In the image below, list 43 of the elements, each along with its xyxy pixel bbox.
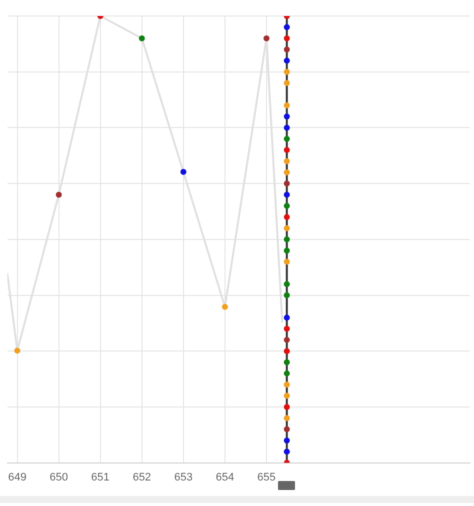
- point: [284, 370, 290, 376]
- point: [284, 169, 290, 176]
- point: [284, 392, 290, 399]
- point: [138, 35, 145, 42]
- x-tick-label: 652: [132, 471, 152, 484]
- x-tick-label: 655: [257, 471, 276, 484]
- point: [284, 114, 290, 120]
- point: [284, 326, 290, 332]
- point: [284, 80, 290, 86]
- point: [284, 225, 290, 232]
- point: [284, 404, 290, 410]
- point: [284, 359, 290, 366]
- point: [284, 314, 290, 321]
- point: [284, 35, 290, 42]
- point: [284, 202, 290, 209]
- point: [284, 281, 290, 288]
- point: [180, 168, 186, 175]
- point: [284, 24, 290, 30]
- point: [284, 214, 290, 220]
- x-tick-label: 650: [50, 471, 68, 484]
- point: [284, 236, 290, 242]
- point: [284, 147, 290, 154]
- x-tick-label: 654: [216, 471, 234, 484]
- point: [263, 35, 270, 42]
- point: [284, 415, 290, 422]
- point: [284, 192, 290, 198]
- point: [284, 58, 290, 64]
- point: [284, 102, 290, 108]
- point: [284, 68, 290, 75]
- point: [284, 382, 290, 388]
- point: [284, 448, 290, 455]
- x-tick-label: 651: [91, 471, 110, 484]
- x-tick-label: 653: [174, 471, 193, 484]
- point: [284, 292, 290, 298]
- point: [284, 158, 290, 164]
- x-tick-label: 649: [8, 471, 26, 484]
- point: [56, 192, 62, 198]
- point: [284, 258, 290, 265]
- point: [284, 248, 290, 254]
- point: [284, 348, 290, 354]
- point: [284, 124, 290, 131]
- point: [284, 437, 290, 444]
- point: [284, 136, 290, 142]
